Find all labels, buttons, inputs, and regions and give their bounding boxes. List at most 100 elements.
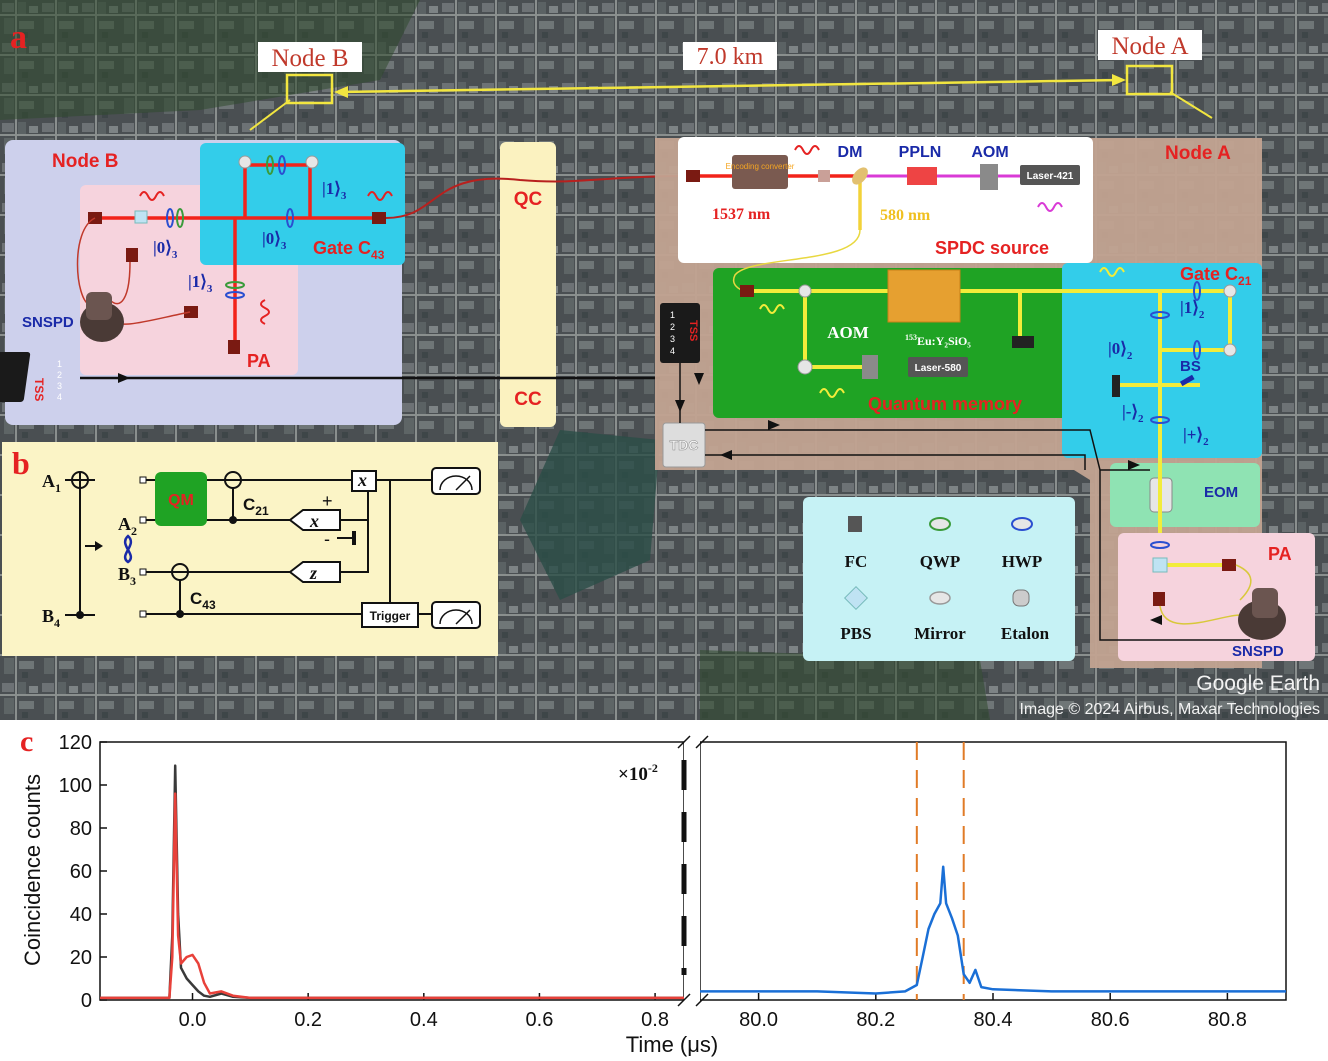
hwp-icon xyxy=(1011,517,1033,531)
node-a-tss: TSS 1 2 3 4 xyxy=(660,303,700,363)
node-b-map-label-bg xyxy=(258,42,362,72)
hwp-icon xyxy=(1150,311,1170,319)
panel-label-b: b xyxy=(12,445,30,481)
classical-cable xyxy=(679,363,1250,641)
wl-580-label: 580 nm xyxy=(880,207,931,224)
bs-label: BS xyxy=(1180,358,1201,375)
series-line xyxy=(700,865,1286,995)
pbs-icon xyxy=(843,585,869,611)
qwp-icon xyxy=(176,208,184,228)
svg-text:4: 4 xyxy=(670,346,675,356)
node-a-map-label: Node A xyxy=(1111,33,1188,60)
plus-label: + xyxy=(322,491,333,511)
tdc-label: TDC xyxy=(670,437,699,453)
x-tick-label: 0.4 xyxy=(410,1009,438,1031)
node-a-pa: PA xyxy=(1268,544,1292,564)
node-b-ket-1-top: |1⟩3 xyxy=(322,179,347,202)
arrow-icon xyxy=(768,420,780,430)
x-gate-label: x xyxy=(357,470,367,490)
chart-right-axes: 80.0 80.2 80.4 80.6 80.8 xyxy=(677,734,1287,1031)
mirror-icon xyxy=(305,155,319,169)
pbs-icon xyxy=(134,210,148,224)
arrow-head-left xyxy=(334,86,348,98)
svg-text:1: 1 xyxy=(670,310,675,320)
qubit-b3: B3 xyxy=(118,564,136,588)
panel-b: b A1 B4 A2 B3 QM C21 C43 x xyxy=(2,442,498,656)
photon-wave-icon xyxy=(367,191,393,201)
mirror-icon xyxy=(238,155,252,169)
encoding-converter xyxy=(732,155,788,189)
arrow-head-right xyxy=(1112,74,1126,86)
bs-icon xyxy=(1179,374,1195,387)
y-tick-label: 80 xyxy=(70,818,92,840)
scale-note: ×10-2 xyxy=(618,761,658,785)
photon-wave-icon xyxy=(1037,202,1063,212)
etalon-icon xyxy=(1012,589,1030,607)
legend-label-etalon: Etalon xyxy=(1001,624,1050,643)
classical-wire xyxy=(340,492,369,573)
c21-label: C21 xyxy=(243,495,269,518)
svg-text:3: 3 xyxy=(57,381,62,391)
axis-break-mark xyxy=(677,993,691,1007)
y-tick-label: 0 xyxy=(81,990,92,1012)
eu-crystal-label: 153Eu:Y₂SiO₅ xyxy=(905,333,971,348)
node-a-ket-plus: |+⟩2 xyxy=(1183,425,1209,448)
node-b-snspd: SNSPD xyxy=(22,314,74,331)
x-tick-label: 0.0 xyxy=(179,1009,207,1031)
etalon-icon xyxy=(818,170,830,182)
arrow-icon xyxy=(694,373,704,385)
x-axis-title: Time (μs) xyxy=(626,1032,719,1057)
x-tick-label: 80.6 xyxy=(1091,1009,1130,1031)
hwp-icon xyxy=(1150,416,1170,424)
dm-mirror-icon xyxy=(852,167,868,185)
axis-break-gap xyxy=(684,734,700,1006)
arrow-icon xyxy=(675,400,685,412)
series-line xyxy=(100,764,684,1000)
node-b-callout-line xyxy=(249,99,291,131)
hwp-icon xyxy=(1193,340,1201,360)
channel-strip xyxy=(500,142,556,427)
wire-start xyxy=(139,568,147,576)
node-a-callout-line xyxy=(1169,91,1213,119)
svg-text:2: 2 xyxy=(670,322,675,332)
tdc-box xyxy=(662,422,706,468)
node-a-ket-0: |0⟩2 xyxy=(1108,339,1133,362)
legend-label-fc: FC xyxy=(845,552,868,571)
photon-wave-icon xyxy=(819,388,845,398)
node-b-ket-0-left: |0⟩3 xyxy=(153,238,178,261)
meter-icon xyxy=(431,601,481,629)
mirror-icon xyxy=(1223,343,1237,357)
photon-wave-icon xyxy=(1099,267,1125,277)
x-measure-label: x xyxy=(309,511,319,531)
c43-label: C43 xyxy=(190,589,216,612)
x-tick-label: 80.0 xyxy=(739,1009,778,1031)
y-tick-label: 100 xyxy=(59,775,92,797)
cnot-control xyxy=(76,611,84,619)
encoding-converter-label: Encoding converter xyxy=(726,162,795,171)
laser-580-label: Laser-580 xyxy=(915,363,962,374)
aom-top-label: AOM xyxy=(971,144,1008,161)
mirror-icon xyxy=(798,284,812,298)
map-park-area xyxy=(700,650,990,720)
hwp-icon xyxy=(225,291,245,299)
svg-text:TSS: TSS xyxy=(687,320,699,341)
hwp-icon xyxy=(166,208,174,228)
snspd-icon xyxy=(86,292,112,320)
node-a-map-label-bg xyxy=(1098,30,1202,60)
hwp-icon xyxy=(278,155,286,175)
laser-421-icon xyxy=(1020,165,1080,185)
snspd-icon xyxy=(1252,588,1278,618)
qm-label: QM xyxy=(168,492,194,509)
legend-label-pbs: PBS xyxy=(840,624,871,643)
component-legend xyxy=(803,497,1075,661)
axis-break-mark xyxy=(695,735,709,749)
legend-label-qwp: QWP xyxy=(920,552,961,571)
node-b-map-box xyxy=(285,73,334,105)
qubit-a1: A1 xyxy=(42,471,61,495)
node-a-ket-1: |1⟩2 xyxy=(1180,298,1205,321)
fc-icon xyxy=(1153,592,1165,606)
map-park-area xyxy=(0,0,420,120)
svg-text:4: 4 xyxy=(57,392,62,402)
aom-mem-label: AOM xyxy=(827,323,869,342)
beam-dump xyxy=(1012,336,1034,348)
